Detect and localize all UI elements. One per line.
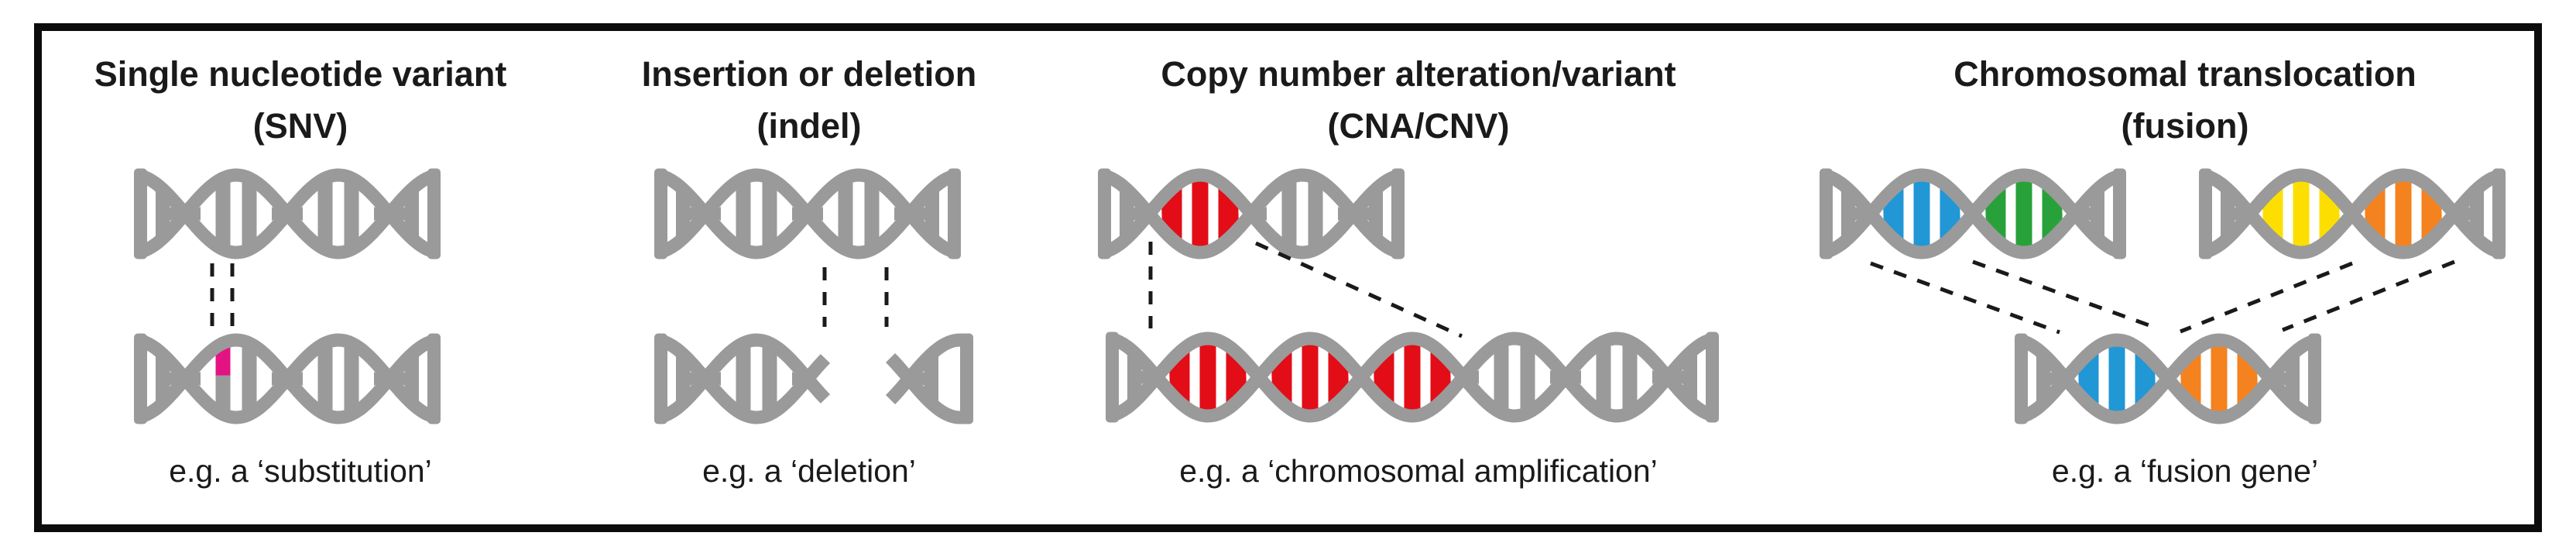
title-line: (fusion) — [2121, 106, 2249, 146]
panel-caption-snv: e.g. a ‘substitution’ — [169, 453, 432, 489]
indel-left-fragment — [654, 333, 831, 424]
panel-caption-indel: e.g. a ‘deletion’ — [702, 453, 916, 489]
fusion-gene-helix — [2015, 333, 2321, 424]
title-line: Copy number alteration/variant — [1161, 54, 1676, 94]
panel-caption-cna: e.g. a ‘chromosomal amplification’ — [1179, 453, 1658, 489]
cna-amplified-helix — [1106, 332, 1719, 423]
panel-title-snv: Single nucleotide variant (SNV) — [94, 48, 507, 152]
title-line: (SNV) — [252, 106, 348, 146]
panel-title-fusion: Chromosomal translocation (fusion) — [1953, 48, 2417, 152]
title-line: (indel) — [756, 106, 862, 146]
indel-reference-helix — [654, 168, 961, 259]
panel-caption-fusion: e.g. a ‘fusion gene’ — [2051, 453, 2319, 489]
fusion-chromosome-b-helix — [2199, 168, 2506, 259]
fusion-chromosome-a-helix — [1820, 168, 2126, 259]
title-line: Single nucleotide variant — [94, 54, 507, 94]
cna-reference-helix — [1098, 168, 1405, 259]
title-line: (CNA/CNV) — [1327, 106, 1510, 146]
snv-mutated-helix — [134, 333, 441, 424]
panel-title-indel: Insertion or deletion (indel) — [642, 48, 977, 152]
title-line: Chromosomal translocation — [1953, 54, 2417, 94]
panel-title-cna: Copy number alteration/variant (CNA/CNV) — [1161, 48, 1676, 152]
snv-reference-helix — [134, 168, 441, 259]
indel-right-fragment — [885, 333, 973, 424]
title-line: Insertion or deletion — [641, 54, 977, 94]
